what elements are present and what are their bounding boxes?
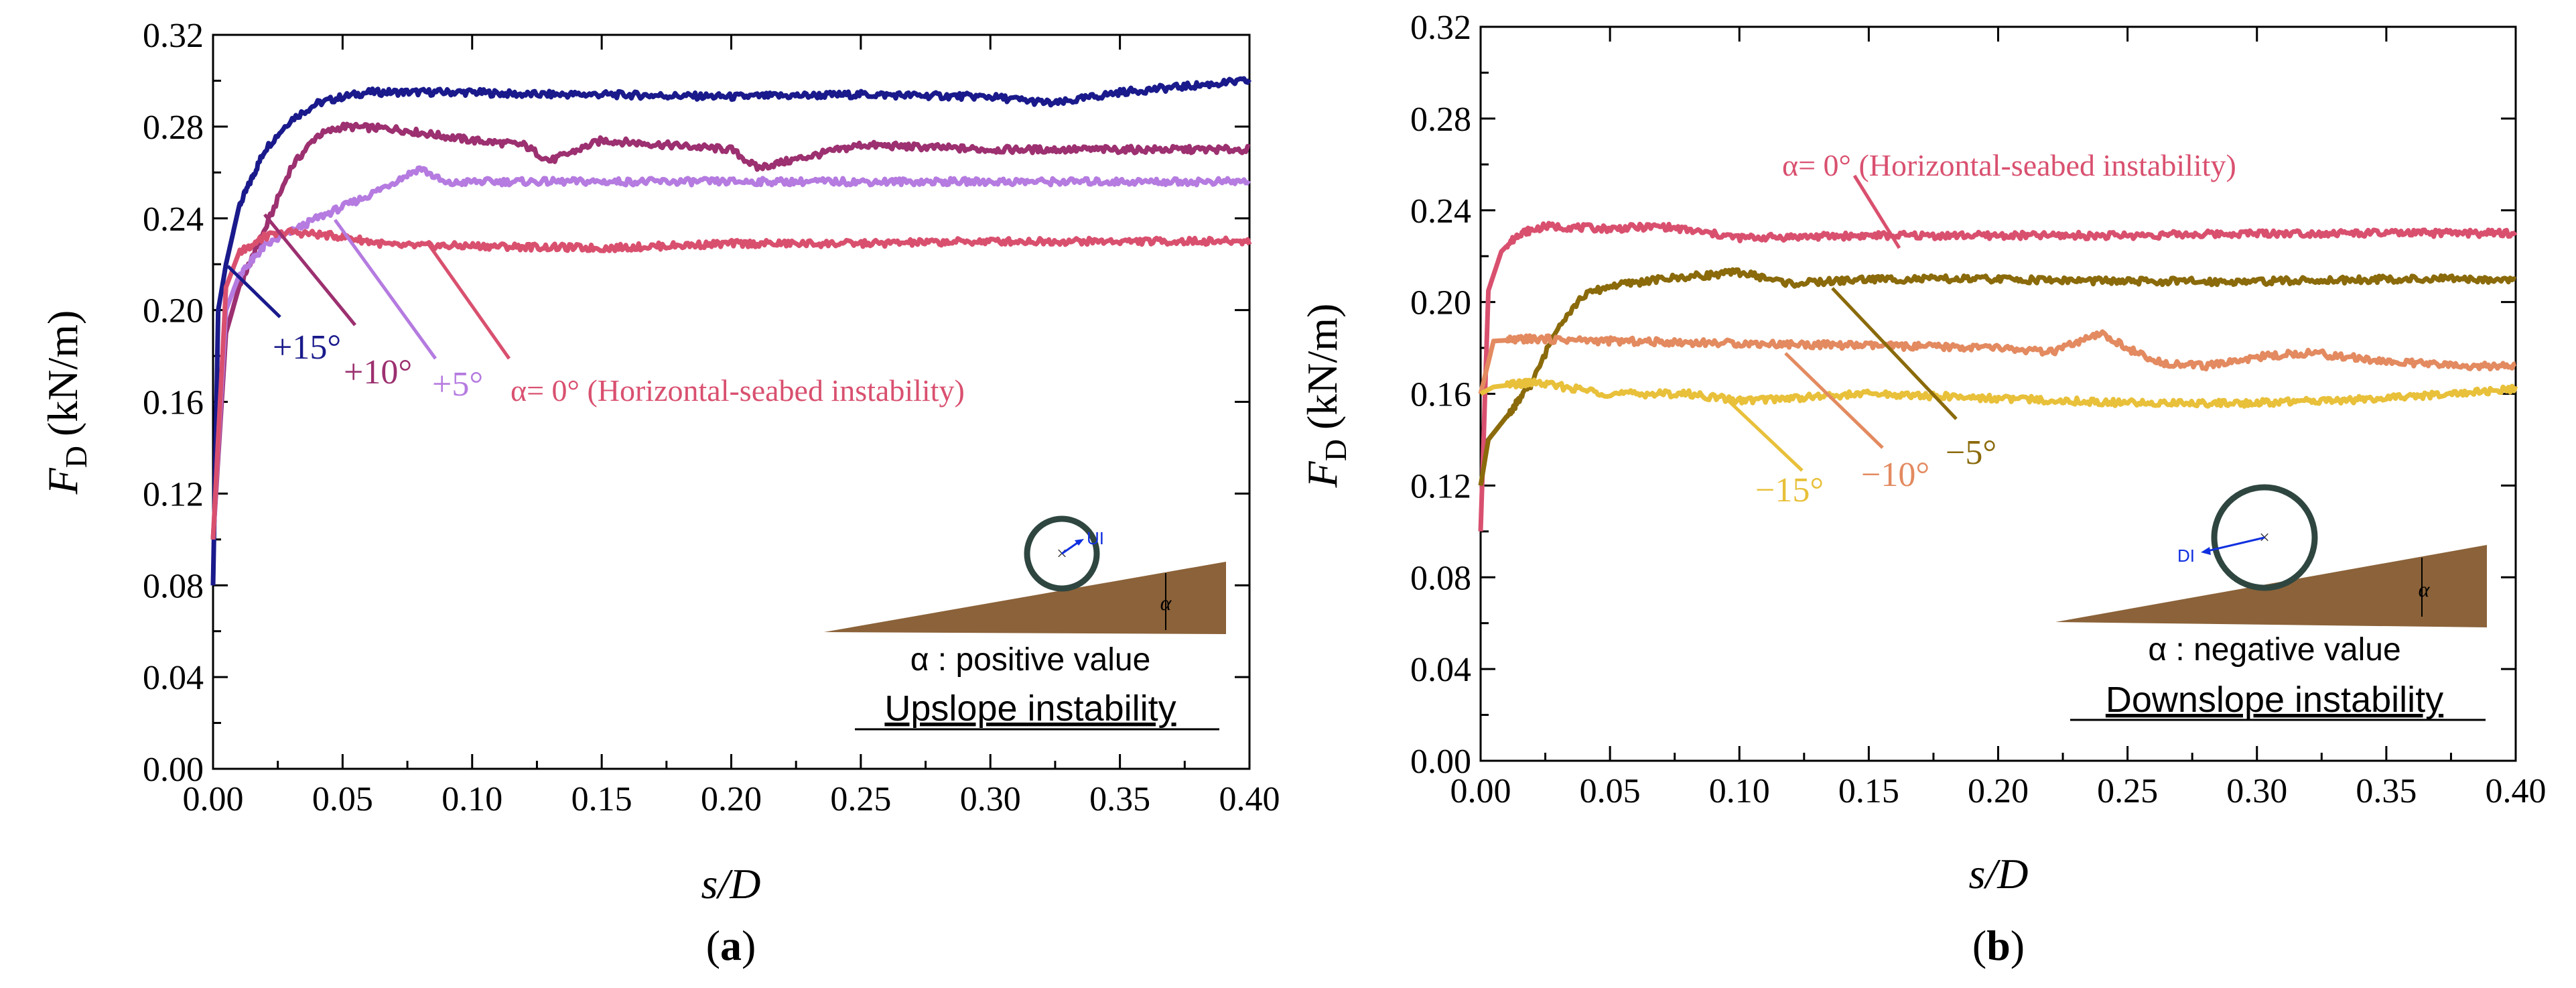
inset-caption: Upslope instability [884,688,1176,729]
di-arrow [2207,536,2265,552]
x-tick-label: 0.25 [2097,772,2158,810]
arrow-zero-b [1852,174,1901,249]
series-line [1478,267,2516,486]
label-zero-a: α= 0° (Horizontal-seabed instability) [511,373,965,408]
y-tick-label: 0.32 [143,17,204,55]
y-tick-label: 0.28 [143,109,204,147]
series-line [210,227,1252,540]
x-tick-label: 0.30 [2226,772,2287,810]
y-tick-label: 0.32 [1410,9,1471,47]
pipe-circle [1024,515,1100,592]
ui-arrow [1061,542,1078,555]
x-tick-label: 0.00 [183,780,244,818]
x-tick-label: 0.30 [960,780,1021,818]
pipe-center-mark: × [1057,544,1067,564]
label-minus10: −10° [1861,456,1929,494]
y-tick-label: 0.20 [143,292,204,330]
x-tick-label: 0.40 [2486,772,2547,810]
arrow-plus10 [263,213,356,326]
di-label: DI [2177,546,2195,566]
y-tick-label: 0.16 [143,384,204,422]
y-tick-label: 0.04 [143,659,204,697]
x-tick-label: 0.20 [1968,772,2029,810]
ui-label: UI [1087,528,1104,548]
x-axis-label: s/D [1969,850,2029,898]
inset-diagram: × DI α α : negative value Downslope inst… [2055,484,2487,721]
x-tick-label: 0.00 [1450,772,1511,810]
ticks: 0.00 0.05 0.10 0.15 0.20 0.25 0.30 0.35 0.40 0.00… [143,17,1280,818]
angle-symbol: α [2419,577,2431,601]
label-plus10: +10° [344,353,412,391]
di-arrow-head [2201,547,2211,555]
arrow-plus15 [226,265,281,318]
series-line [210,121,1251,540]
arrow-zero-a [427,243,511,360]
y-tick-label: 0.16 [1410,376,1471,414]
y-tick-label: 0.08 [1410,559,1471,597]
inset-caption: Downslope instability [2106,680,2443,720]
arrow-minus5 [1831,287,1958,420]
x-tick-label: 0.05 [312,780,373,818]
y-tick-label: 0.04 [1410,651,1471,689]
series-group [210,76,1252,586]
annotation-arrows [1727,174,1958,472]
annotation-arrows [226,213,511,360]
panel-label: (a) [706,922,756,969]
x-tick-label: 0.15 [1838,772,1899,810]
x-tick-label: 0.05 [1580,772,1641,810]
x-tick-label: 0.10 [442,780,502,818]
series-line [1479,377,2518,409]
y-tick-label: 0.08 [143,567,204,605]
y-tick-label: 0.00 [143,751,204,789]
y-axis-label: FD(kN/m) [39,310,93,495]
seabed-slope [824,562,1226,634]
x-tick-label: 0.25 [830,780,891,818]
y-tick-label: 0.20 [1410,284,1471,322]
x-tick-label: 0.40 [1219,780,1280,818]
label-plus15: +15° [273,328,341,367]
series-group [1478,221,2518,532]
angle-symbol: α [1160,591,1172,615]
x-tick-label: 0.15 [571,780,632,818]
y-tick-label: 0.24 [1410,192,1471,231]
x-tick-label: 0.35 [2356,772,2417,810]
label-plus5: +5° [432,365,483,404]
y-tick-label: 0.00 [1410,743,1471,781]
panel-b: 0.00 0.05 0.10 0.15 0.20 0.25 0.30 0.35 0.40 0.00… [1298,9,2547,969]
y-axis-label: FD(kN/m) [1298,304,1353,489]
y-tick-label: 0.12 [143,475,204,513]
series-line [210,76,1251,586]
panel-label: (b) [1972,922,2025,969]
arrow-minus10 [1784,352,1884,449]
inset-diagram: × UI α α : positive value Upslope instab… [824,515,1226,731]
x-tick-label: 0.10 [1709,772,1770,810]
ui-arrow-head [1075,539,1084,546]
arrow-minus15 [1727,399,1804,472]
label-minus15: −15° [1755,471,1824,509]
pipe-circle [2211,484,2318,591]
y-tick-label: 0.24 [143,200,204,239]
x-axis-label: s/D [701,860,761,908]
y-tick-label: 0.28 [1410,101,1471,139]
panel-a: 0.00 0.05 0.10 0.15 0.20 0.25 0.30 0.35 0.40 0.00… [39,17,1280,969]
label-zero-b: α= 0° (Horizontal-seabed instability) [1782,148,2236,182]
x-tick-label: 0.20 [701,780,762,818]
inset-title: α : negative value [2148,632,2400,668]
y-tick-label: 0.12 [1410,467,1471,505]
label-minus5: −5° [1946,434,1996,472]
inset-title: α : positive value [910,642,1151,678]
arrow-plus5 [333,219,437,360]
series-line [1478,221,2518,532]
ticks: 0.00 0.05 0.10 0.15 0.20 0.25 0.30 0.35 0.40 0.00… [1410,9,2547,810]
series-line [210,165,1251,540]
series-line [1478,329,2516,395]
x-tick-label: 0.35 [1089,780,1150,818]
